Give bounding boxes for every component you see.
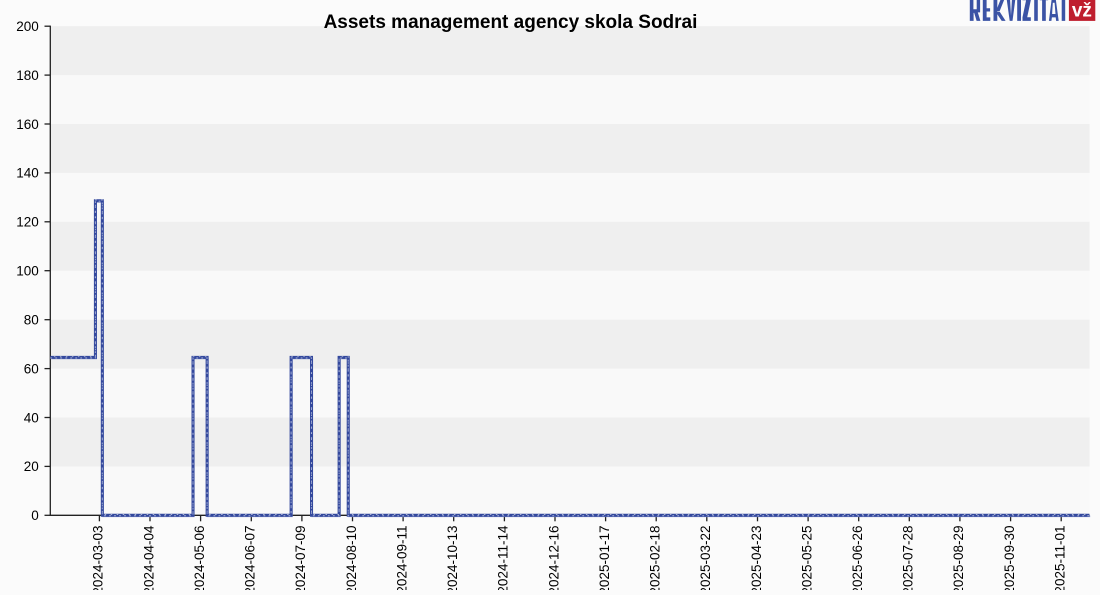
svg-text:2024-04-04: 2024-04-04 xyxy=(141,525,156,590)
svg-text:100: 100 xyxy=(16,264,39,279)
svg-text:120: 120 xyxy=(16,215,39,230)
svg-text:2025-04-23: 2025-04-23 xyxy=(749,526,764,591)
svg-text:2024-08-10: 2024-08-10 xyxy=(344,526,359,591)
svg-text:2024-05-06: 2024-05-06 xyxy=(192,526,207,591)
svg-text:2025-03-22: 2025-03-22 xyxy=(698,526,713,591)
svg-text:2025-05-25: 2025-05-25 xyxy=(799,526,814,591)
svg-text:80: 80 xyxy=(24,313,39,328)
svg-text:2025-02-18: 2025-02-18 xyxy=(648,526,663,591)
svg-text:200: 200 xyxy=(16,19,39,34)
svg-text:2025-08-29: 2025-08-29 xyxy=(951,525,966,590)
svg-text:vž: vž xyxy=(1072,1,1092,22)
svg-text:2024-11-14: 2024-11-14 xyxy=(496,525,511,590)
svg-text:140: 140 xyxy=(16,166,39,181)
svg-text:2024-06-07: 2024-06-07 xyxy=(243,526,258,591)
svg-text:180: 180 xyxy=(16,68,39,83)
svg-text:40: 40 xyxy=(24,410,39,425)
svg-text:2025-11-01: 2025-11-01 xyxy=(1053,526,1068,591)
svg-text:Assets management agency skola: Assets management agency skola Sodrai xyxy=(324,12,698,33)
svg-text:2024-09-11: 2024-09-11 xyxy=(394,526,409,591)
svg-text:2024-12-16: 2024-12-16 xyxy=(546,526,561,591)
svg-text:2025-01-17: 2025-01-17 xyxy=(597,526,612,591)
svg-text:2024-03-03: 2024-03-03 xyxy=(91,526,106,591)
svg-text:2025-07-28: 2025-07-28 xyxy=(901,526,916,591)
svg-text:60: 60 xyxy=(24,361,39,376)
svg-text:2024-10-13: 2024-10-13 xyxy=(445,526,460,591)
svg-text:0: 0 xyxy=(31,508,39,523)
svg-text:2025-06-26: 2025-06-26 xyxy=(850,526,865,591)
svg-text:2024-07-09: 2024-07-09 xyxy=(293,526,308,591)
svg-text:20: 20 xyxy=(24,459,39,474)
svg-text:160: 160 xyxy=(16,117,39,132)
svg-text:2025-09-30: 2025-09-30 xyxy=(1002,526,1017,591)
